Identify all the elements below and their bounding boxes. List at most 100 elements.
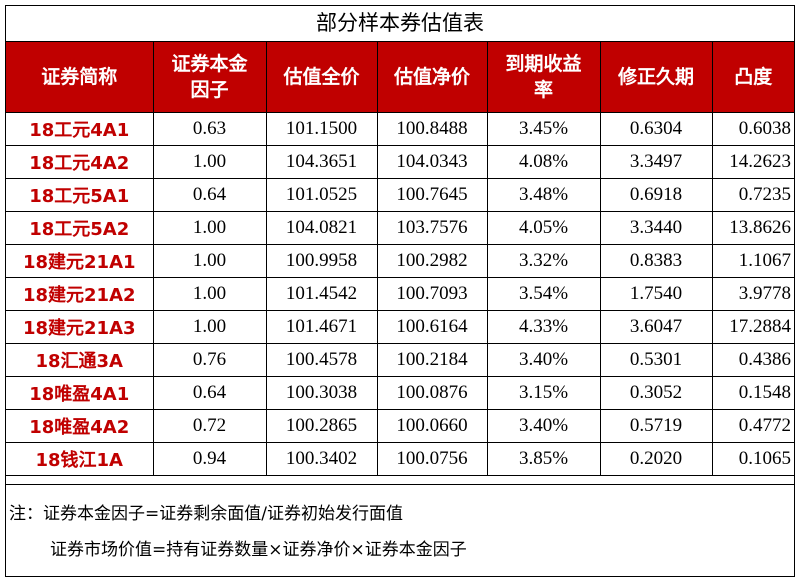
col-header-ytm: 到期收益率 bbox=[486, 42, 601, 113]
cell-clean-price: 100.7093 bbox=[376, 277, 488, 311]
cell-ytm: 3.40% bbox=[486, 409, 601, 443]
cell-ytm: 3.45% bbox=[486, 112, 601, 146]
cell-clean-price: 100.7645 bbox=[376, 178, 488, 212]
cell-convexity: 0.4386 bbox=[711, 343, 794, 377]
cell-principal-factor: 0.64 bbox=[152, 376, 267, 410]
cell-modified-duration: 1.7540 bbox=[599, 277, 713, 311]
cell-clean-price: 100.8488 bbox=[376, 112, 488, 146]
cell-convexity: 14.2623 bbox=[711, 145, 794, 179]
cell-clean-price: 103.7576 bbox=[376, 211, 488, 245]
cell-clean-price: 100.0660 bbox=[376, 409, 488, 443]
cell-principal-factor: 1.00 bbox=[152, 244, 267, 278]
cell-ytm: 3.54% bbox=[486, 277, 601, 311]
valuation-table: 证券简称 证券本金因子 估值全价 估值净价 到期收益率 修正久期 凸度 18工元… bbox=[6, 42, 794, 476]
cell-security-name: 18建元21A2 bbox=[6, 277, 154, 311]
cell-security-name: 18建元21A3 bbox=[6, 310, 154, 344]
cell-clean-price: 104.0343 bbox=[376, 145, 488, 179]
cell-full-price: 100.9958 bbox=[265, 244, 378, 278]
cell-modified-duration: 3.6047 bbox=[599, 310, 713, 344]
cell-clean-price: 100.0756 bbox=[376, 442, 488, 476]
col-header-name: 证券简称 bbox=[6, 42, 154, 113]
table-row: 18工元5A1 0.64 101.0525 100.7645 3.48% 0.6918 0.… bbox=[6, 178, 794, 212]
note-principal-factor: 注：证券本金因子=证券剩余面值/证券初始发行面值 bbox=[9, 504, 403, 524]
cell-convexity: 13.8626 bbox=[711, 211, 794, 245]
cell-ytm: 3.48% bbox=[486, 178, 601, 212]
cell-ytm: 3.40% bbox=[486, 343, 601, 377]
col-header-full-price: 估值全价 bbox=[265, 42, 378, 113]
cell-clean-price: 100.6164 bbox=[376, 310, 488, 344]
cell-full-price: 100.3402 bbox=[265, 442, 378, 476]
cell-security-name: 18工元5A2 bbox=[6, 211, 154, 245]
cell-full-price: 104.0821 bbox=[265, 211, 378, 245]
cell-security-name: 18工元4A1 bbox=[6, 112, 154, 146]
cell-security-name: 18唯盈4A1 bbox=[6, 376, 154, 410]
valuation-table-frame: 部分样本券估值表 证券简称 证券本金因子 估值全价 估值净价 到期收益率 修正久… bbox=[5, 5, 795, 577]
cell-full-price: 100.2865 bbox=[265, 409, 378, 443]
cell-convexity: 1.1067 bbox=[711, 244, 794, 278]
cell-full-price: 100.4578 bbox=[265, 343, 378, 377]
cell-ytm: 4.05% bbox=[486, 211, 601, 245]
cell-principal-factor: 0.63 bbox=[152, 112, 267, 146]
cell-full-price: 104.3651 bbox=[265, 145, 378, 179]
cell-principal-factor: 1.00 bbox=[152, 211, 267, 245]
cell-ytm: 4.33% bbox=[486, 310, 601, 344]
cell-modified-duration: 0.2020 bbox=[599, 442, 713, 476]
cell-ytm: 3.85% bbox=[486, 442, 601, 476]
cell-security-name: 18建元21A1 bbox=[6, 244, 154, 278]
table-row: 18工元4A1 0.63 101.1500 100.8488 3.45% 0.6304 0.… bbox=[6, 112, 794, 146]
cell-full-price: 101.4542 bbox=[265, 277, 378, 311]
col-header-modified-duration: 修正久期 bbox=[599, 42, 713, 113]
cell-modified-duration: 3.3440 bbox=[599, 211, 713, 245]
cell-principal-factor: 0.94 bbox=[152, 442, 267, 476]
col-header-principal-factor: 证券本金因子 bbox=[152, 42, 267, 113]
table-row: 18工元4A2 1.00 104.3651 104.0343 4.08% 3.3497 14… bbox=[6, 145, 794, 179]
col-header-convexity: 凸度 bbox=[711, 42, 794, 113]
cell-modified-duration: 0.8383 bbox=[599, 244, 713, 278]
table-row: 18钱江1A 0.94 100.3402 100.0756 3.85% 0.2020 0.1… bbox=[6, 442, 794, 476]
cell-full-price: 100.3038 bbox=[265, 376, 378, 410]
cell-full-price: 101.4671 bbox=[265, 310, 378, 344]
cell-principal-factor: 0.76 bbox=[152, 343, 267, 377]
cell-security-name: 18汇通3A bbox=[6, 343, 154, 377]
cell-ytm: 4.08% bbox=[486, 145, 601, 179]
cell-modified-duration: 0.5719 bbox=[599, 409, 713, 443]
table-row: 18建元21A1 1.00 100.9958 100.2982 3.32% 0.8383 1… bbox=[6, 244, 794, 278]
cell-clean-price: 100.2982 bbox=[376, 244, 488, 278]
cell-convexity: 0.7235 bbox=[711, 178, 794, 212]
cell-convexity: 0.1548 bbox=[711, 376, 794, 410]
cell-modified-duration: 0.6918 bbox=[599, 178, 713, 212]
cell-principal-factor: 1.00 bbox=[152, 145, 267, 179]
cell-ytm: 3.15% bbox=[486, 376, 601, 410]
table-row: 18唯盈4A2 0.72 100.2865 100.0660 3.40% 0.5719 0.… bbox=[6, 409, 794, 443]
cell-modified-duration: 0.5301 bbox=[599, 343, 713, 377]
table-row: 18汇通3A 0.76 100.4578 100.2184 3.40% 0.5301 0.4… bbox=[6, 343, 794, 377]
cell-principal-factor: 0.72 bbox=[152, 409, 267, 443]
header-row: 证券简称 证券本金因子 估值全价 估值净价 到期收益率 修正久期 凸度 bbox=[6, 42, 794, 113]
cell-principal-factor: 1.00 bbox=[152, 277, 267, 311]
cell-clean-price: 100.0876 bbox=[376, 376, 488, 410]
cell-convexity: 17.2884 bbox=[711, 310, 794, 344]
cell-principal-factor: 0.64 bbox=[152, 178, 267, 212]
cell-full-price: 101.1500 bbox=[265, 112, 378, 146]
table-row: 18唯盈4A1 0.64 100.3038 100.0876 3.15% 0.3052 0.… bbox=[6, 376, 794, 410]
cell-convexity: 0.6038 bbox=[711, 112, 794, 146]
cell-clean-price: 100.2184 bbox=[376, 343, 488, 377]
cell-convexity: 0.4772 bbox=[711, 409, 794, 443]
cell-security-name: 18工元4A2 bbox=[6, 145, 154, 179]
cell-full-price: 101.0525 bbox=[265, 178, 378, 212]
cell-security-name: 18钱江1A bbox=[6, 442, 154, 476]
cell-convexity: 3.9778 bbox=[711, 277, 794, 311]
cell-modified-duration: 0.3052 bbox=[599, 376, 713, 410]
notes-section: 注：证券本金因子=证券剩余面值/证券初始发行面值 证券市场价值=持有证券数量×证… bbox=[6, 484, 794, 576]
table-row: 18工元5A2 1.00 104.0821 103.7576 4.05% 3.3440 13… bbox=[6, 211, 794, 245]
table-row: 18建元21A2 1.00 101.4542 100.7093 3.54% 1.7540 3… bbox=[6, 277, 794, 311]
col-header-clean-price: 估值净价 bbox=[376, 42, 488, 113]
table-title: 部分样本券估值表 bbox=[6, 6, 794, 42]
cell-modified-duration: 0.6304 bbox=[599, 112, 713, 146]
cell-security-name: 18工元5A1 bbox=[6, 178, 154, 212]
cell-ytm: 3.32% bbox=[486, 244, 601, 278]
note-market-value: 证券市场价值=持有证券数量×证券净价×证券本金因子 bbox=[50, 540, 467, 560]
cell-modified-duration: 3.3497 bbox=[599, 145, 713, 179]
table-row: 18建元21A3 1.00 101.4671 100.6164 4.33% 3.6047 1… bbox=[6, 310, 794, 344]
cell-security-name: 18唯盈4A2 bbox=[6, 409, 154, 443]
